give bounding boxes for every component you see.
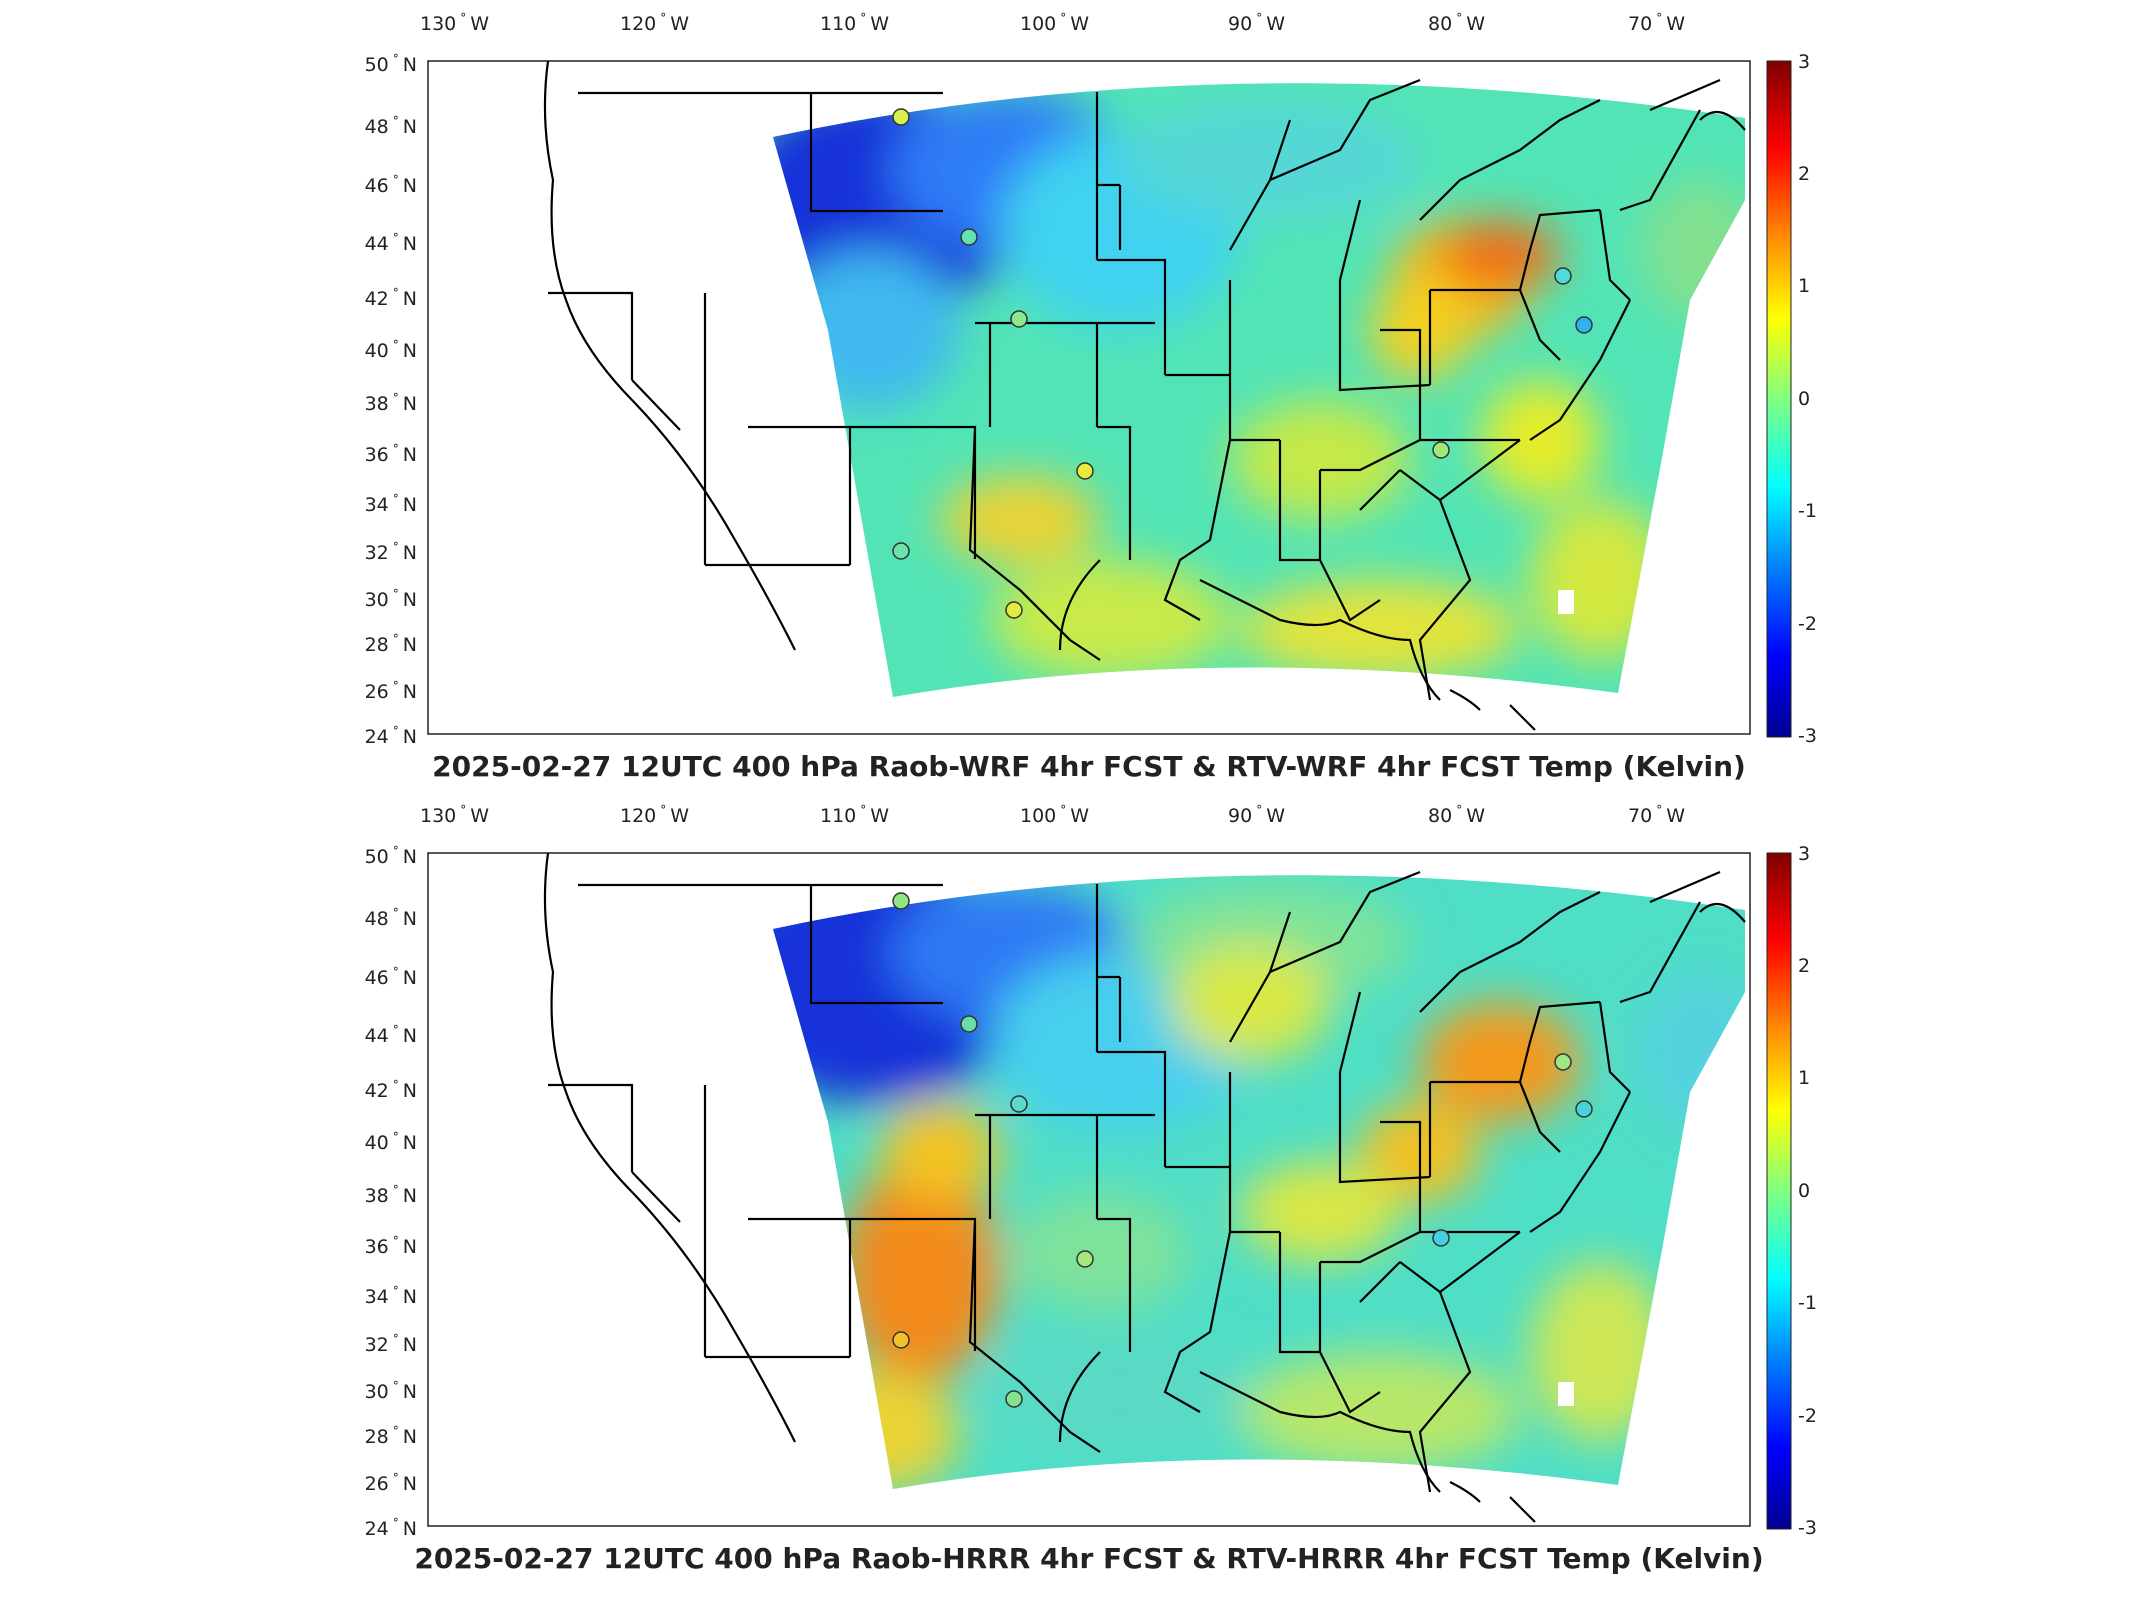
- coastline-borders: [543, 852, 1746, 1523]
- svg-text:-2: -2: [1798, 1405, 1817, 1427]
- svg-text:40°N: 40 ° N: [365, 338, 417, 362]
- svg-text:70°W: 70 ° W: [1628, 11, 1685, 35]
- svg-text:26°N: 26 ° N: [365, 1471, 417, 1495]
- svg-text:100°W: 100 ° W: [1020, 803, 1089, 827]
- station-marker: [1076, 462, 1094, 480]
- colorbar-tick-labels: 3 2 1 0 -1 -2 -3: [1798, 843, 1817, 1539]
- raob-stations: [892, 892, 1593, 1408]
- station-marker: [1432, 1229, 1450, 1247]
- map-figure-wrf: 130 ° W 120 ° W 110 ° W 100 ° W 90 ° W 80 ° W 70 ° W 5…: [365, 11, 1817, 783]
- station-marker: [1010, 310, 1028, 328]
- svg-text:38°N: 38 ° N: [365, 1183, 417, 1207]
- svg-text:24°N: 24 ° N: [365, 1516, 417, 1540]
- svg-text:34°N: 34 ° N: [365, 492, 417, 516]
- svg-text:0: 0: [1798, 1180, 1810, 1202]
- svg-text:-1: -1: [1798, 1292, 1817, 1314]
- svg-text:30°N: 30 ° N: [365, 1379, 417, 1403]
- station-marker: [1076, 1250, 1094, 1268]
- svg-text:44°N: 44 ° N: [365, 1023, 417, 1047]
- station-marker: [892, 892, 910, 910]
- svg-text:130°W: 130 ° W: [420, 11, 489, 35]
- svg-text:120°W: 120 ° W: [620, 803, 689, 827]
- svg-text:42°N: 42 ° N: [365, 1078, 417, 1102]
- latitude-labels: 50 ° N 48 ° N 46 ° N 44 ° N 42 ° N 40 ° N 38 ° N 36 ° N …: [365, 844, 417, 1540]
- station-marker: [892, 1331, 910, 1349]
- svg-text:42°N: 42 ° N: [365, 286, 417, 310]
- svg-text:36°N: 36 ° N: [365, 1234, 417, 1258]
- temperature-difference-field: [773, 83, 1745, 698]
- svg-text:120°W: 120 ° W: [620, 11, 689, 35]
- svg-text:30°N: 30 ° N: [365, 587, 417, 611]
- latitude-labels: 50 ° N 48 ° N 46 ° N 44 ° N 42 ° N 40 ° N 38 ° N 36 ° N …: [365, 52, 417, 748]
- svg-text:3: 3: [1798, 51, 1810, 73]
- station-marker: [960, 228, 978, 246]
- svg-text:1: 1: [1798, 275, 1810, 297]
- svg-text:-2: -2: [1798, 613, 1817, 635]
- svg-text:28°N: 28 ° N: [365, 1424, 417, 1448]
- svg-text:46°N: 46 ° N: [365, 965, 417, 989]
- svg-text:-3: -3: [1798, 1517, 1817, 1539]
- panel-wrf: 130 ° W 120 ° W 110 ° W 100 ° W 90 ° W 80 ° W 70 ° W 5…: [365, 11, 1817, 783]
- svg-text:28°N: 28 ° N: [365, 632, 417, 656]
- colorbar: [1766, 852, 1792, 1530]
- svg-text:100°W: 100 ° W: [1020, 11, 1089, 35]
- coastline-borders: [543, 60, 1746, 731]
- panel-hrrr: 130 ° W 120 ° W 110 ° W 100 ° W 90 ° W 80 ° W 70 ° W 5…: [0, 792, 2133, 1592]
- svg-text:48°N: 48 ° N: [365, 114, 417, 138]
- station-marker: [1010, 1095, 1028, 1113]
- svg-text:46°N: 46 ° N: [365, 173, 417, 197]
- station-marker: [1575, 1100, 1593, 1118]
- longitude-labels: 130 ° W 120 ° W 110 ° W 100 ° W 90 ° W 80 ° W 70 ° W: [420, 803, 1685, 827]
- svg-text:-3: -3: [1798, 725, 1817, 747]
- station-marker: [892, 108, 910, 126]
- svg-text:90°W: 90 ° W: [1228, 11, 1285, 35]
- svg-text:2: 2: [1798, 955, 1810, 977]
- svg-text:44°N: 44 ° N: [365, 231, 417, 255]
- svg-text:32°N: 32 ° N: [365, 540, 417, 564]
- svg-text:90°W: 90 ° W: [1228, 803, 1285, 827]
- svg-text:40°N: 40 ° N: [365, 1130, 417, 1154]
- svg-text:48°N: 48 ° N: [365, 906, 417, 930]
- station-marker: [1005, 601, 1023, 619]
- svg-text:36°N: 36 ° N: [365, 442, 417, 466]
- map-figure-hrrr: 130 ° W 120 ° W 110 ° W 100 ° W 90 ° W 80 ° W 70 ° W 5…: [365, 803, 1817, 1575]
- svg-text:3: 3: [1798, 843, 1810, 865]
- svg-text:24°N: 24 ° N: [365, 724, 417, 748]
- svg-text:26°N: 26 ° N: [365, 679, 417, 703]
- station-marker: [1554, 1053, 1572, 1071]
- svg-text:50°N: 50 ° N: [365, 52, 417, 76]
- svg-text:70°W: 70 ° W: [1628, 803, 1685, 827]
- svg-text:80°W: 80 ° W: [1428, 803, 1485, 827]
- colorbar-tick-labels: 3 2 1 0 -1 -2 -3: [1798, 51, 1817, 747]
- colorbar: [1766, 60, 1792, 738]
- station-marker: [1005, 1390, 1023, 1408]
- panel-title: 2025-02-27 12UTC 400 hPa Raob-HRRR 4hr F…: [414, 1542, 1763, 1575]
- station-marker: [1432, 441, 1450, 459]
- longitude-labels: 130 ° W 120 ° W 110 ° W 100 ° W 90 ° W 80 ° W 70 ° W: [420, 11, 1685, 35]
- svg-text:110°W: 110 ° W: [820, 803, 889, 827]
- station-marker: [960, 1015, 978, 1033]
- svg-text:38°N: 38 ° N: [365, 391, 417, 415]
- svg-text:-1: -1: [1798, 500, 1817, 522]
- svg-text:80°W: 80 ° W: [1428, 11, 1485, 35]
- svg-text:34°N: 34 ° N: [365, 1284, 417, 1308]
- svg-text:1: 1: [1798, 1067, 1810, 1089]
- svg-text:32°N: 32 ° N: [365, 1332, 417, 1356]
- svg-text:0: 0: [1798, 388, 1810, 410]
- svg-text:110°W: 110 ° W: [820, 11, 889, 35]
- svg-text:130°W: 130 ° W: [420, 803, 489, 827]
- svg-text:2: 2: [1798, 163, 1810, 185]
- station-marker: [1554, 267, 1572, 285]
- station-marker: [1575, 316, 1593, 334]
- panel-title: 2025-02-27 12UTC 400 hPa Raob-WRF 4hr FC…: [432, 750, 1746, 783]
- svg-text:50°N: 50 ° N: [365, 844, 417, 868]
- raob-stations: [892, 108, 1593, 619]
- station-marker: [892, 542, 910, 560]
